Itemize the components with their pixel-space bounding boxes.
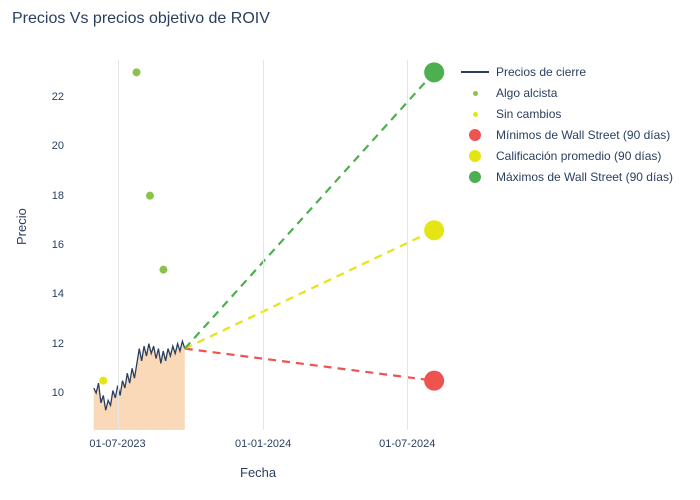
legend-label: Algo alcista [496, 86, 557, 100]
legend-item: Precios de cierre [460, 62, 673, 82]
legend-swatch [460, 91, 490, 96]
x-tick: 01-01-2024 [223, 438, 303, 450]
chart-title: Precios Vs precios objetivo de ROIV [12, 10, 270, 28]
legend-label: Máximos de Wall Street (90 días) [496, 170, 673, 184]
legend-item: Máximos de Wall Street (90 días) [460, 167, 673, 187]
plot-area [70, 60, 450, 430]
y-tick: 12 [24, 338, 64, 350]
legend-item: Sin cambios [460, 104, 673, 124]
y-tick: 18 [24, 190, 64, 202]
projection-marker-avg [424, 220, 444, 240]
gridline-v [118, 60, 119, 430]
legend-dot-icon [469, 150, 481, 162]
y-tick: 16 [24, 239, 64, 251]
legend-swatch [460, 112, 490, 117]
projection-line-max [185, 72, 434, 348]
legend-swatch [460, 71, 490, 73]
projection-marker-max [424, 62, 444, 82]
y-tick: 14 [24, 288, 64, 300]
projection-line-min [185, 349, 434, 381]
sin-cambios-point [99, 377, 107, 385]
y-tick: 10 [24, 387, 64, 399]
legend-item: Calificación promedio (90 días) [460, 146, 673, 166]
projection-marker-min [424, 371, 444, 391]
legend-label: Calificación promedio (90 días) [496, 149, 661, 163]
legend: Precios de cierre Algo alcista Sin cambios… [460, 62, 673, 188]
projection-line-avg [185, 230, 434, 348]
algo-alcista-point [159, 266, 167, 274]
legend-dot-icon [469, 129, 481, 141]
legend-swatch [460, 129, 490, 141]
y-tick: 22 [24, 91, 64, 103]
legend-item: Mínimos de Wall Street (90 días) [460, 125, 673, 145]
legend-dot-icon [469, 171, 481, 183]
x-axis-label: Fecha [240, 465, 276, 480]
legend-dot-icon [473, 91, 478, 96]
legend-swatch [460, 150, 490, 162]
x-tick: 01-07-2024 [367, 438, 447, 450]
legend-item: Algo alcista [460, 83, 673, 103]
x-tick: 01-07-2023 [78, 438, 158, 450]
legend-label: Mínimos de Wall Street (90 días) [496, 128, 670, 142]
legend-label: Sin cambios [496, 107, 561, 121]
gridline-v [263, 60, 264, 430]
legend-dot-icon [473, 112, 478, 117]
algo-alcista-point [133, 68, 141, 76]
plot-svg [70, 60, 450, 430]
legend-line-icon [461, 71, 489, 73]
y-tick: 20 [24, 140, 64, 152]
algo-alcista-point [146, 192, 154, 200]
legend-label: Precios de cierre [496, 65, 586, 79]
legend-swatch [460, 171, 490, 183]
chart-container: Precios Vs precios objetivo de ROIV Prec… [0, 0, 700, 500]
gridline-v [407, 60, 408, 430]
